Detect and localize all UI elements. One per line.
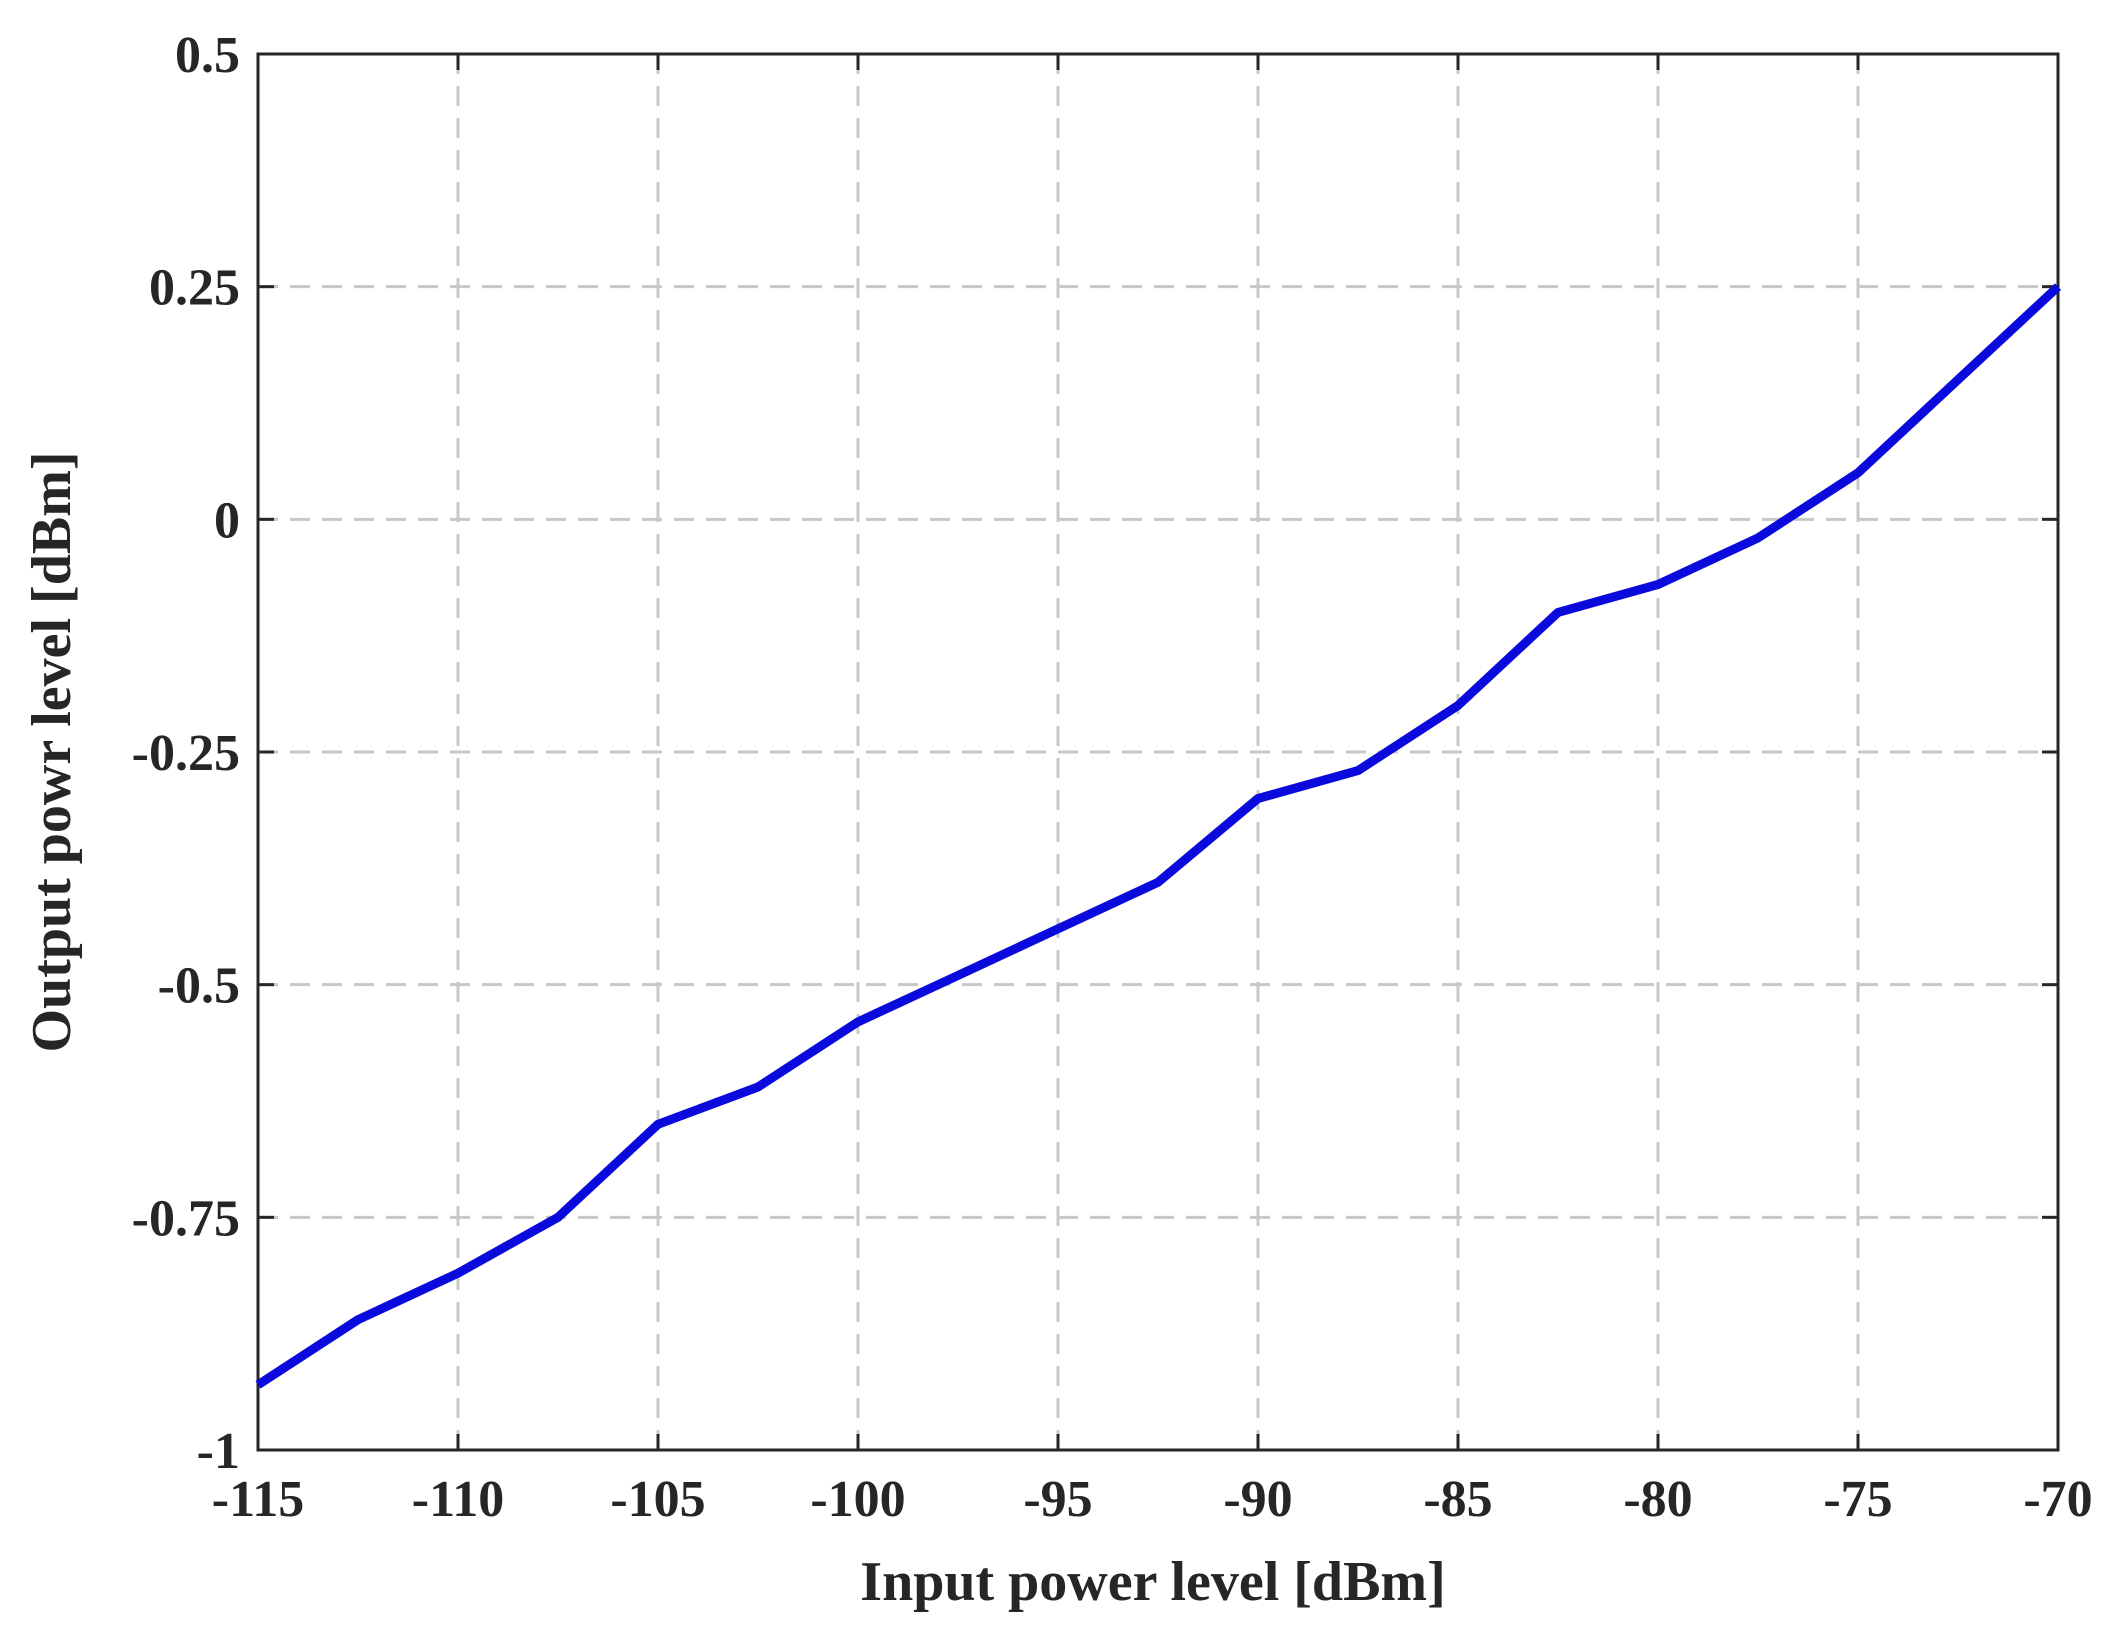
x-tick-label: -70	[2023, 1471, 2092, 1528]
x-tick-label: -90	[1223, 1471, 1292, 1528]
y-tick-label: -0.75	[132, 1190, 240, 1247]
x-tick-label: -80	[1623, 1471, 1692, 1528]
y-tick-label: 0.25	[149, 260, 240, 317]
x-tick-label: -95	[1023, 1471, 1092, 1528]
x-tick-label: -75	[1823, 1471, 1892, 1528]
y-tick-label: -1	[197, 1423, 240, 1480]
grid	[258, 54, 2058, 1450]
x-tick-label: -100	[810, 1471, 905, 1528]
y-tick-label: 0	[214, 492, 240, 549]
x-axis-label: Input power level [dBm]	[860, 1551, 1445, 1613]
y-tick-label: 0.5	[175, 27, 240, 84]
x-tick-label: -85	[1423, 1471, 1492, 1528]
y-axis-label: Output powr level [dBm]	[21, 452, 83, 1053]
y-tick-labels: -1 -0.75 -0.5 -0.25 0 0.25 0.5	[132, 27, 240, 1480]
y-tick-label: -0.5	[158, 958, 240, 1015]
series-layer	[258, 287, 2058, 1385]
x-tick-label: -110	[412, 1471, 504, 1528]
x-tick-label: -105	[610, 1471, 705, 1528]
series-line	[258, 287, 2058, 1385]
x-tick-labels: -115-110-105-100-95-90-85-80-75-70	[212, 1471, 2093, 1528]
y-tick-label: -0.25	[132, 725, 240, 782]
